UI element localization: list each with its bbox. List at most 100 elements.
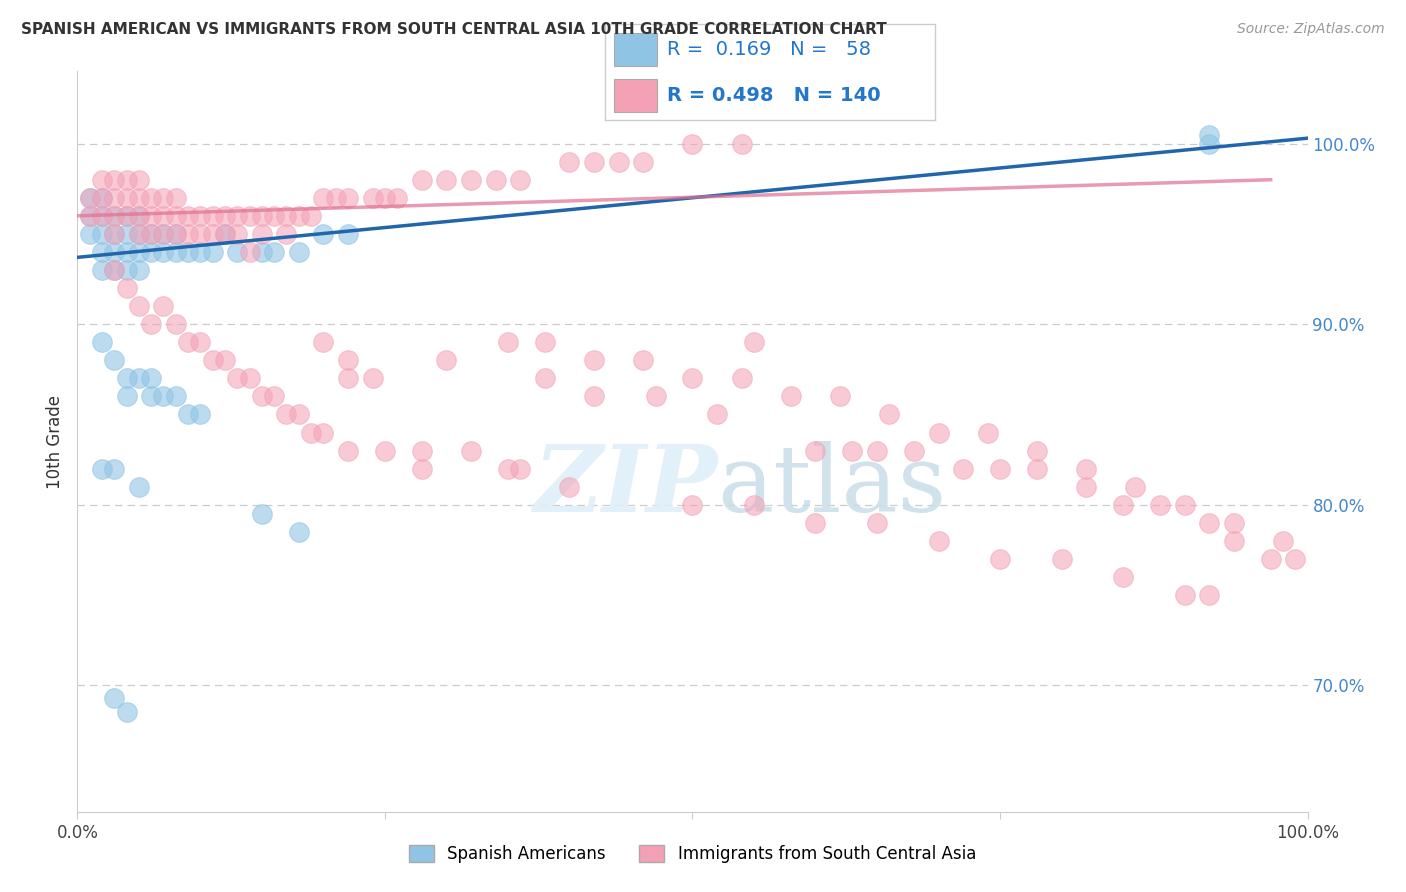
Point xyxy=(1223,516,1246,530)
Point xyxy=(460,172,482,186)
Point xyxy=(977,425,1000,440)
Point xyxy=(583,389,606,403)
Point xyxy=(103,227,125,241)
Point xyxy=(1198,588,1220,602)
Point xyxy=(239,371,262,385)
Point xyxy=(115,172,138,186)
Point xyxy=(128,209,150,223)
Text: SPANISH AMERICAN VS IMMIGRANTS FROM SOUTH CENTRAL ASIA 10TH GRADE CORRELATION CH: SPANISH AMERICAN VS IMMIGRANTS FROM SOUT… xyxy=(21,22,887,37)
Point xyxy=(90,191,114,205)
Point xyxy=(1149,498,1171,512)
Point xyxy=(1174,588,1197,602)
Point xyxy=(1112,498,1135,512)
Point xyxy=(558,480,581,494)
Point xyxy=(226,209,249,223)
Point xyxy=(361,191,384,205)
Point xyxy=(385,191,409,205)
Point xyxy=(188,209,212,223)
Point xyxy=(988,552,1011,566)
Point xyxy=(263,244,285,259)
Point xyxy=(250,507,273,521)
Point xyxy=(1112,570,1135,584)
Point xyxy=(165,227,187,241)
Point xyxy=(165,209,187,223)
Point xyxy=(90,191,114,205)
Point xyxy=(177,227,200,241)
Point xyxy=(214,209,236,223)
Point xyxy=(152,389,174,403)
Point xyxy=(103,244,125,259)
Point xyxy=(201,244,224,259)
Point xyxy=(90,263,114,277)
Point xyxy=(103,209,125,223)
Point xyxy=(558,154,581,169)
Point xyxy=(128,209,150,223)
Point xyxy=(1272,533,1295,548)
Point xyxy=(288,524,311,539)
Point xyxy=(201,353,224,368)
Point xyxy=(226,244,249,259)
Point xyxy=(115,191,138,205)
Point xyxy=(276,227,298,241)
Point xyxy=(804,516,827,530)
Point xyxy=(1026,443,1049,458)
Point xyxy=(436,172,458,186)
Point xyxy=(128,227,150,241)
Point xyxy=(90,227,114,241)
Point xyxy=(141,317,163,331)
Bar xyxy=(614,79,658,112)
Point xyxy=(214,353,236,368)
Point xyxy=(128,244,150,259)
Point xyxy=(288,209,311,223)
Point xyxy=(731,371,754,385)
Point xyxy=(1174,498,1197,512)
Point xyxy=(201,209,224,223)
Point xyxy=(115,244,138,259)
Point xyxy=(988,461,1011,475)
Point xyxy=(485,172,508,186)
Point xyxy=(496,461,519,475)
Point xyxy=(141,227,163,241)
Point xyxy=(226,371,249,385)
Point xyxy=(607,154,630,169)
Point xyxy=(312,335,335,350)
Point xyxy=(337,371,360,385)
Point xyxy=(299,425,322,440)
Point xyxy=(250,389,273,403)
Point xyxy=(460,443,482,458)
Point xyxy=(337,191,360,205)
Point xyxy=(534,335,557,350)
Point xyxy=(583,154,606,169)
Point xyxy=(633,353,655,368)
Point xyxy=(128,371,150,385)
Point xyxy=(496,335,519,350)
Point xyxy=(226,227,249,241)
Point xyxy=(1050,552,1073,566)
Point xyxy=(103,227,125,241)
Point xyxy=(1198,516,1220,530)
Point xyxy=(188,227,212,241)
Point xyxy=(928,425,950,440)
Point xyxy=(90,244,114,259)
Point xyxy=(115,389,138,403)
Point xyxy=(239,244,262,259)
Point xyxy=(276,209,298,223)
Point xyxy=(128,191,150,205)
Point xyxy=(583,353,606,368)
Point xyxy=(841,443,863,458)
Point xyxy=(115,281,138,295)
Point xyxy=(411,443,433,458)
Point xyxy=(177,408,200,422)
Text: atlas: atlas xyxy=(717,441,946,531)
Point xyxy=(633,154,655,169)
Point xyxy=(152,244,174,259)
Point xyxy=(682,136,704,151)
Point xyxy=(299,209,322,223)
Point xyxy=(250,209,273,223)
Point xyxy=(188,335,212,350)
Point xyxy=(742,498,765,512)
Point xyxy=(79,227,101,241)
Point xyxy=(879,408,901,422)
Point xyxy=(177,244,200,259)
Point xyxy=(534,371,557,385)
